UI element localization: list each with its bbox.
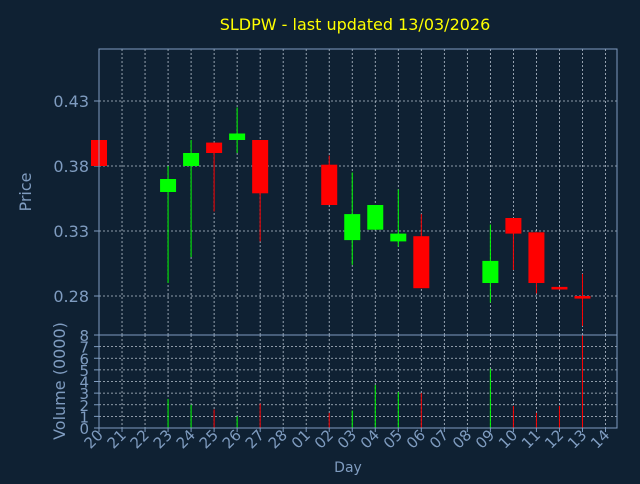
volume-tick-label: 5 bbox=[79, 362, 89, 380]
price-tick-label: 0.43 bbox=[53, 92, 89, 111]
candle-body bbox=[505, 218, 522, 234]
candle-body bbox=[229, 133, 246, 140]
volume-tick-label: 1 bbox=[79, 408, 89, 426]
x-tick-labels: 2021222324252627280102030405060708091011… bbox=[81, 426, 614, 452]
volume-tick-label: 8 bbox=[79, 327, 89, 345]
candle-body bbox=[413, 236, 430, 289]
volume-tick-label: 3 bbox=[79, 385, 89, 403]
volume-frame bbox=[98, 334, 618, 429]
candle-body bbox=[482, 260, 499, 283]
volume-tick-label: 6 bbox=[79, 350, 89, 368]
candle-body bbox=[551, 286, 568, 290]
candle-body bbox=[206, 142, 223, 153]
candle-body bbox=[390, 233, 407, 242]
price-tick-label: 0.38 bbox=[53, 157, 89, 176]
candle-body bbox=[252, 140, 269, 194]
price-tick-label: 0.33 bbox=[53, 222, 89, 241]
volume-tick-label: 4 bbox=[79, 374, 89, 392]
price-panel: 0.28 0.33 0.38 0.43 bbox=[53, 48, 618, 336]
candle-body bbox=[183, 153, 200, 166]
candle-body bbox=[574, 296, 591, 299]
day-axis-label: Day bbox=[334, 460, 362, 476]
candle-body bbox=[528, 232, 545, 283]
volume-tick-label: 2 bbox=[79, 397, 89, 415]
candle-body bbox=[160, 179, 177, 192]
volume-axis-label: Volume (0000) bbox=[50, 322, 69, 440]
candle-body bbox=[344, 214, 361, 241]
volume-tick-label: 0 bbox=[79, 420, 89, 438]
price-tick-label: 0.28 bbox=[53, 287, 89, 306]
candle-body bbox=[321, 164, 338, 205]
volume-tick-label: 7 bbox=[79, 339, 89, 357]
chart-title: SLDPW - last updated 13/03/2026 bbox=[220, 15, 491, 34]
price-axis-label: Price bbox=[16, 172, 35, 211]
candle-body bbox=[367, 205, 384, 230]
